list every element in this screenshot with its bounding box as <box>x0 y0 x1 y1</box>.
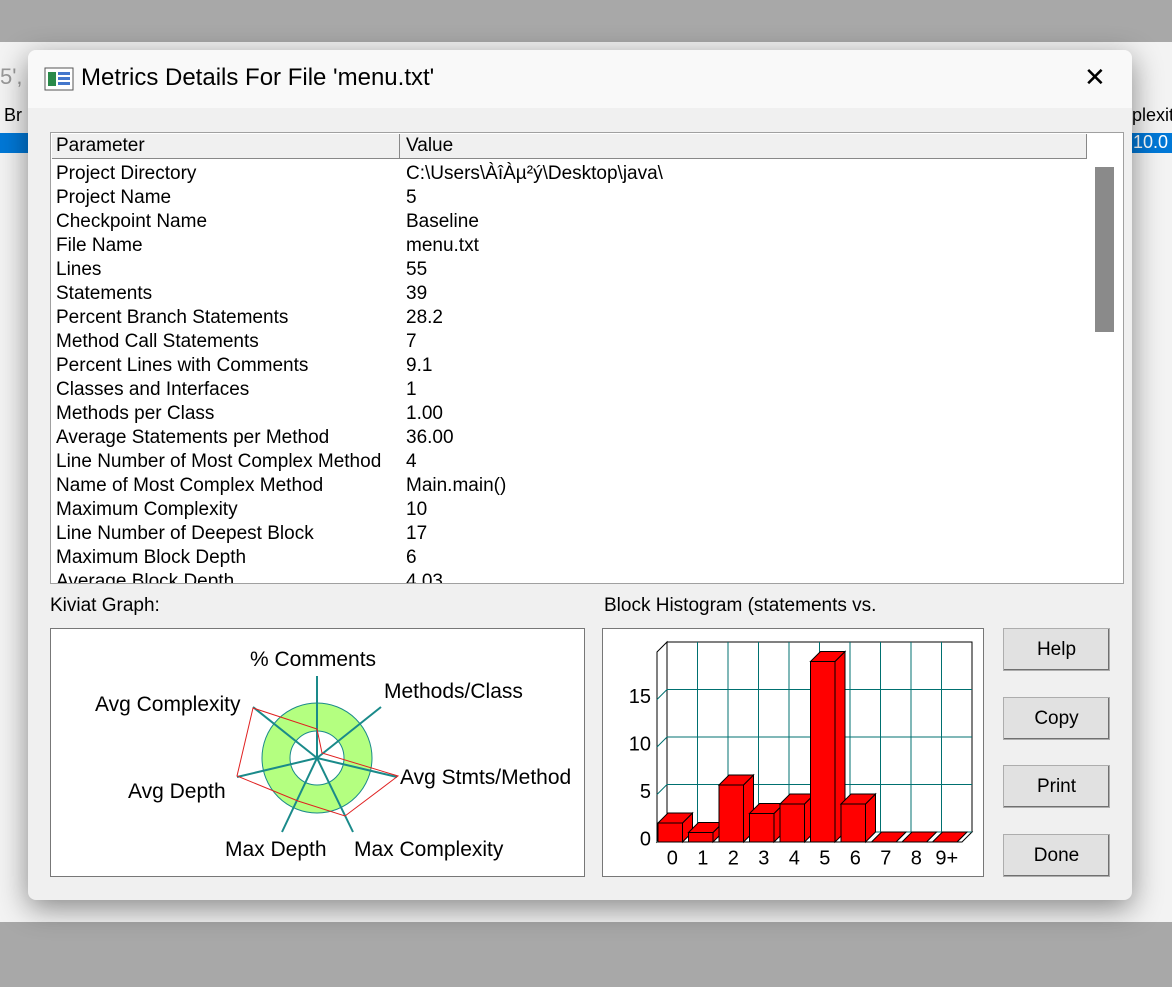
parameter-cell: Checkpoint Name <box>56 211 208 232</box>
bg-text: 10.0 <box>1133 132 1169 152</box>
parameter-cell: Average Statements per Method <box>56 427 330 448</box>
value-cell: 17 <box>406 523 428 544</box>
parameter-cell: Method Call Statements <box>56 331 259 352</box>
bg-text: plexit <box>1132 105 1172 125</box>
grid-line <box>656 784 972 795</box>
kiviat-label: Avg Complexity <box>95 693 241 716</box>
value-cell: menu.txt <box>406 235 479 256</box>
kiviat-label: % Comments <box>250 648 377 671</box>
y-tick-label: 15 <box>629 686 651 708</box>
kiviat-label: Avg Stmts/Method <box>400 766 572 789</box>
table-header <box>52 134 1087 159</box>
parameter-cell: File Name <box>56 235 143 256</box>
kiviat-drawing <box>236 676 400 833</box>
close-button[interactable]: ✕ <box>1084 62 1106 92</box>
bar <box>810 661 836 843</box>
header-divider <box>399 134 400 158</box>
x-tick-label: 8 <box>911 847 922 869</box>
parameter-cell: Lines <box>56 259 102 280</box>
y-tick-label: 5 <box>640 781 651 803</box>
grid-line <box>656 689 972 700</box>
parameter-cell: Line Number of Deepest Block <box>56 523 314 544</box>
value-cell: 7 <box>406 331 417 352</box>
x-tick-label: 0 <box>667 847 678 869</box>
value-cell: 4 <box>406 451 417 472</box>
bar <box>749 813 775 843</box>
histogram-title: Block Histogram (statements vs. <box>604 595 877 616</box>
selection <box>1130 133 1172 153</box>
value-cell: 36.00 <box>406 427 454 448</box>
button[interactable]: Done <box>1003 834 1110 877</box>
value-cell: Main.main() <box>406 475 507 496</box>
bar <box>718 784 744 843</box>
value-cell: 4.03 <box>406 571 443 584</box>
window-title: Metrics Details For File 'menu.txt' <box>81 64 435 91</box>
kiviat-graph <box>50 628 585 877</box>
value-cell: 9.1 <box>406 355 433 376</box>
y-tick-label: 0 <box>640 828 651 850</box>
parameter-cell: Percent Lines with Comments <box>56 355 309 376</box>
x-tick-label: 2 <box>728 847 739 869</box>
bg-text: 5', <box>0 64 23 89</box>
x-tick-label: 1 <box>697 847 708 869</box>
dialog: Metrics Details For File 'menu.txt' ✕ Pa… <box>28 50 1132 900</box>
button[interactable]: Print <box>1003 765 1110 808</box>
value-cell: 6 <box>406 547 417 568</box>
kiviat-label: Max Complexity <box>354 838 504 861</box>
bar <box>688 832 714 843</box>
header-cell: Value <box>406 135 454 156</box>
parameter-cell: Maximum Complexity <box>56 499 238 520</box>
value-cell: 39 <box>406 283 428 304</box>
selection <box>0 133 30 153</box>
bar <box>657 822 683 843</box>
parameter-cell: Name of Most Complex Method <box>56 475 324 496</box>
value-cell: C:\Users\ÀîÀµ²ý\Desktop\java\ <box>406 163 663 184</box>
title-bar: Metrics Details For File 'menu.txt' ✕ <box>28 50 1132 108</box>
y-tick-label: 10 <box>629 733 651 755</box>
bg-text: Br <box>4 105 22 125</box>
value-cell: 1.00 <box>406 403 443 424</box>
parameter-cell: Project Name <box>56 187 172 208</box>
parameter-cell: Percent Branch Statements <box>56 307 289 328</box>
grid-line <box>656 736 972 748</box>
x-tick-label: 9+ <box>935 847 958 869</box>
parameter-cell: Line Number of Most Complex Method <box>56 451 382 472</box>
value-cell: Baseline <box>406 211 479 232</box>
bar <box>840 803 866 843</box>
bar-top <box>870 831 908 843</box>
parameter-cell: Project Directory <box>56 163 197 184</box>
parameter-cell: Classes and Interfaces <box>56 379 250 400</box>
value-cell: 1 <box>406 379 417 400</box>
header-cell: Parameter <box>56 135 145 156</box>
parameter-cell: Maximum Block Depth <box>56 547 247 568</box>
kiviat-label: Methods/Class <box>384 680 523 703</box>
app-icon <box>44 67 74 91</box>
bar-top <box>931 831 969 843</box>
parameter-cell: Average Block Depth <box>56 571 235 584</box>
value-cell: 10 <box>406 499 428 520</box>
scrollbar-thumb[interactable] <box>1095 167 1114 332</box>
x-tick-label: 7 <box>880 847 891 869</box>
x-tick-label: 3 <box>758 847 769 869</box>
value-cell: 28.2 <box>406 307 443 328</box>
kiviat-title: Kiviat Graph: <box>50 595 160 616</box>
kiviat-label: Avg Depth <box>128 780 226 803</box>
x-tick-label: 4 <box>789 847 800 869</box>
bar <box>779 803 805 843</box>
parameter-cell: Statements <box>56 283 153 304</box>
x-tick-label: 6 <box>850 847 861 869</box>
value-cell: 5 <box>406 187 417 208</box>
bar-top <box>900 831 938 843</box>
metrics-table: Parameter Value Project Directory C:\Users\… <box>50 132 1124 584</box>
button[interactable]: Help <box>1003 628 1110 671</box>
parameter-cell: Methods per Class <box>56 403 215 424</box>
button[interactable]: Copy <box>1003 697 1110 740</box>
x-tick-label: 5 <box>819 847 830 869</box>
kiviat-label: Max Depth <box>225 838 327 861</box>
value-cell: 55 <box>406 259 428 280</box>
